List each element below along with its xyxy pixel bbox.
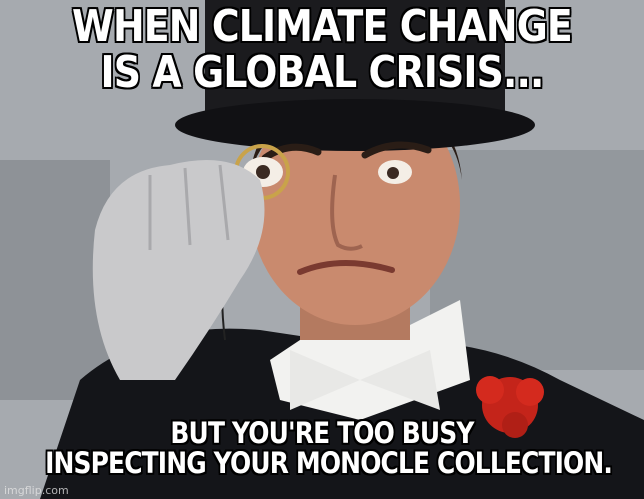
watermark: imgflip.com [4,484,69,497]
bottom-caption-line-1: BUT YOU'RE TOO BUSY [170,416,474,450]
background-railing [0,160,110,400]
carnation [476,376,544,438]
right-eyebrow [361,141,432,159]
mouth [297,260,395,275]
gloved-hand [92,160,265,380]
nose [330,174,363,251]
top-caption-line-2: IS A GLOBAL CRISIS... [100,47,544,99]
background-building [430,150,644,370]
left-eyebrow [261,143,322,162]
top-caption-line-1: WHEN CLIMATE CHANGE [72,1,573,52]
top-caption: WHEN CLIMATE CHANGE IS A GLOBAL CRISIS..… [45,1,599,99]
bottom-caption: BUT YOU'RE TOO BUSY INSPECTING YOUR MONO… [45,416,613,481]
bottom-caption-line-2: INSPECTING YOUR MONOCLE COLLECTION. [45,446,613,481]
bow-tie [290,350,440,410]
top-hat [175,0,535,151]
